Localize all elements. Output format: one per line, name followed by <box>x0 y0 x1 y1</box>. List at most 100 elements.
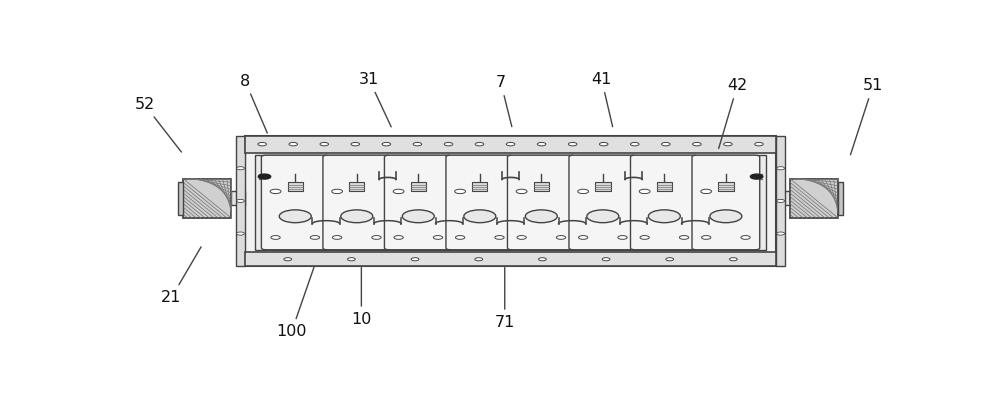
Circle shape <box>630 143 639 146</box>
Circle shape <box>516 189 527 194</box>
Circle shape <box>284 258 292 261</box>
Circle shape <box>579 236 588 239</box>
Circle shape <box>237 232 244 235</box>
Circle shape <box>640 236 649 239</box>
Circle shape <box>750 244 759 247</box>
Bar <box>183 179 231 218</box>
Circle shape <box>777 167 785 170</box>
FancyBboxPatch shape <box>446 155 514 250</box>
Circle shape <box>618 236 627 239</box>
Circle shape <box>320 143 329 146</box>
Circle shape <box>702 236 711 239</box>
Circle shape <box>351 143 360 146</box>
Circle shape <box>517 236 526 239</box>
FancyBboxPatch shape <box>569 155 637 250</box>
Bar <box>349 182 364 191</box>
Text: 52: 52 <box>134 97 181 152</box>
Circle shape <box>262 244 271 247</box>
Circle shape <box>464 210 496 223</box>
Bar <box>718 182 734 191</box>
Circle shape <box>701 189 712 194</box>
Text: 71: 71 <box>495 267 515 330</box>
Circle shape <box>258 143 266 146</box>
Text: 21: 21 <box>161 247 201 305</box>
Circle shape <box>237 167 244 170</box>
Circle shape <box>475 143 484 146</box>
Circle shape <box>724 143 732 146</box>
Circle shape <box>662 143 670 146</box>
Circle shape <box>666 258 674 261</box>
Bar <box>178 182 183 215</box>
Text: 7: 7 <box>496 75 512 127</box>
Bar <box>838 182 843 215</box>
Text: 8: 8 <box>240 74 267 133</box>
Circle shape <box>679 236 689 239</box>
Bar <box>595 182 611 191</box>
Circle shape <box>475 258 483 261</box>
Circle shape <box>777 199 785 202</box>
Circle shape <box>602 258 610 261</box>
Bar <box>534 182 549 191</box>
Bar <box>245 136 776 266</box>
Circle shape <box>537 143 546 146</box>
Circle shape <box>741 236 750 239</box>
Circle shape <box>777 232 785 235</box>
Circle shape <box>539 258 546 261</box>
Bar <box>472 182 487 191</box>
Circle shape <box>556 236 566 239</box>
Circle shape <box>270 189 281 194</box>
Text: 100: 100 <box>276 267 314 339</box>
Circle shape <box>755 143 763 146</box>
Circle shape <box>639 189 650 194</box>
Circle shape <box>341 210 373 223</box>
Circle shape <box>262 160 271 163</box>
FancyBboxPatch shape <box>384 155 452 250</box>
Text: 41: 41 <box>591 72 613 126</box>
FancyBboxPatch shape <box>630 155 698 250</box>
Circle shape <box>237 199 244 202</box>
Circle shape <box>258 174 271 179</box>
Bar <box>245 252 776 266</box>
Bar <box>236 136 245 266</box>
Circle shape <box>382 143 391 146</box>
Circle shape <box>587 210 619 223</box>
Circle shape <box>372 236 381 239</box>
Bar <box>657 182 672 191</box>
Circle shape <box>710 210 742 223</box>
Bar <box>288 182 303 191</box>
Circle shape <box>455 236 465 239</box>
Bar <box>245 136 776 153</box>
Circle shape <box>393 189 404 194</box>
Text: 31: 31 <box>359 72 391 127</box>
Bar <box>231 191 245 205</box>
Circle shape <box>525 210 557 223</box>
Text: 10: 10 <box>351 267 372 326</box>
Circle shape <box>348 258 355 261</box>
Circle shape <box>332 189 343 194</box>
Circle shape <box>750 174 763 179</box>
Circle shape <box>310 236 320 239</box>
Circle shape <box>599 143 608 146</box>
Bar <box>790 179 838 218</box>
Circle shape <box>578 189 589 194</box>
Circle shape <box>750 160 759 163</box>
Circle shape <box>568 143 577 146</box>
Circle shape <box>444 143 453 146</box>
Text: 42: 42 <box>719 78 747 149</box>
Circle shape <box>289 143 297 146</box>
Bar <box>776 136 785 266</box>
Bar <box>776 191 790 205</box>
Circle shape <box>495 236 504 239</box>
Circle shape <box>413 143 422 146</box>
Circle shape <box>455 189 466 194</box>
Text: 51: 51 <box>850 78 883 155</box>
Circle shape <box>411 258 419 261</box>
Circle shape <box>332 236 342 239</box>
Circle shape <box>402 210 434 223</box>
FancyBboxPatch shape <box>261 155 329 250</box>
FancyBboxPatch shape <box>323 155 391 250</box>
Circle shape <box>730 258 737 261</box>
Bar <box>255 155 766 250</box>
FancyBboxPatch shape <box>507 155 575 250</box>
Circle shape <box>433 236 443 239</box>
